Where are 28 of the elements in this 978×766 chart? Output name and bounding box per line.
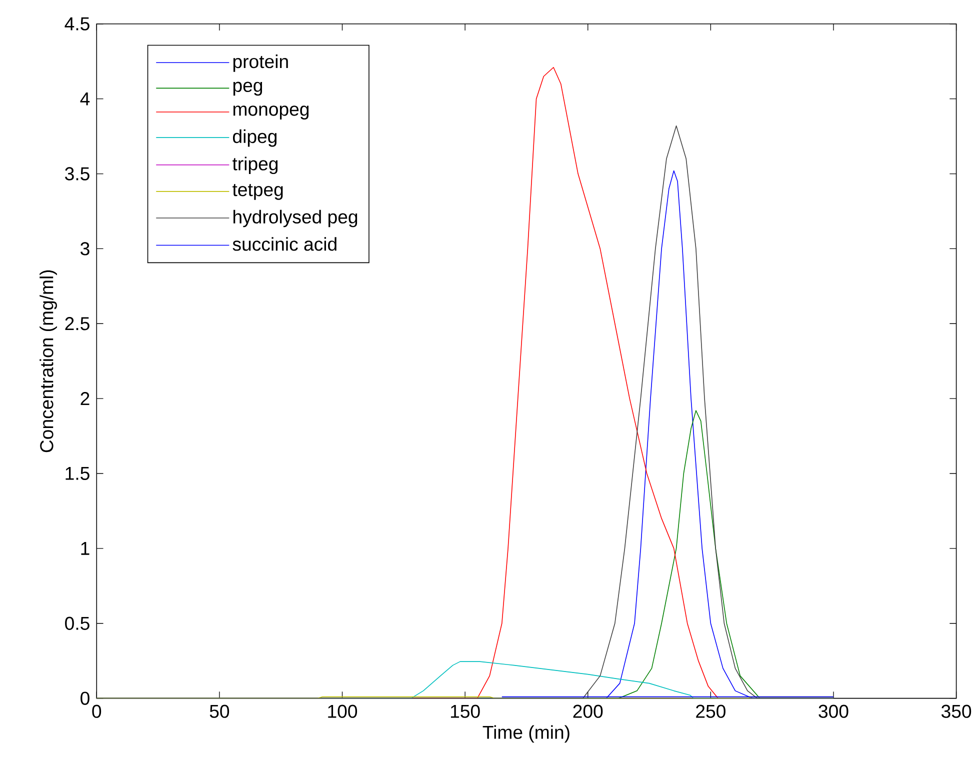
legend-label: dipeg	[232, 129, 277, 147]
x-tick-label: 150	[450, 704, 480, 718]
y-tick-label: 2.5	[65, 317, 90, 330]
y-tick-label: 1.5	[66, 467, 90, 480]
x-tick-label: 100	[328, 704, 358, 718]
legend-label: succinic acid	[232, 237, 336, 251]
x-tick-label: 250	[696, 704, 726, 718]
x-tick-label: 50	[210, 704, 230, 718]
y-tick-label: 1	[81, 542, 90, 555]
legend-label: monopeg	[233, 106, 309, 120]
y-tick-label: 3.5	[65, 167, 90, 180]
legend-label: protein	[233, 54, 288, 72]
y-tick-label: 3	[80, 242, 90, 256]
x-tick-label: 200	[573, 704, 603, 718]
legend-label: tetpeg	[232, 184, 283, 200]
x-tick-label: 350	[941, 704, 972, 718]
y-tick-label: 4.5	[64, 17, 90, 30]
legend-label: hydrolysed peg	[234, 210, 358, 228]
y-tick-label: 0.5	[65, 616, 90, 630]
legend-label: tripeg	[232, 156, 278, 174]
x-axis-title: Time (min)	[482, 725, 570, 743]
legend-label: peg	[233, 82, 262, 96]
y-tick-label: 4	[80, 92, 90, 106]
y-tick-label: 0	[80, 692, 90, 705]
y-tick-label: 2	[80, 392, 90, 406]
x-tick-label: 300	[818, 704, 848, 718]
x-tick-label: 0	[92, 704, 102, 718]
y-axis-title: Concentration (mg/ml)	[40, 270, 57, 452]
